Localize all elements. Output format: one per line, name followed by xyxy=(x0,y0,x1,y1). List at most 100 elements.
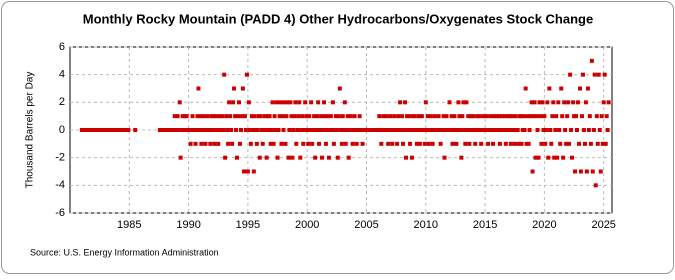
x-tick-label: 2000 xyxy=(295,219,319,231)
point xyxy=(509,128,514,132)
point xyxy=(494,114,499,119)
y-tick-label: 0 xyxy=(59,124,65,136)
point xyxy=(451,128,456,132)
point xyxy=(313,155,318,160)
point xyxy=(335,155,340,160)
point xyxy=(566,100,571,105)
point xyxy=(181,128,186,132)
point xyxy=(534,114,539,119)
point xyxy=(214,114,219,119)
point xyxy=(331,141,336,146)
point xyxy=(316,100,321,105)
point xyxy=(411,128,416,132)
point xyxy=(461,100,466,105)
point xyxy=(506,128,511,132)
point xyxy=(325,128,330,132)
point xyxy=(262,114,267,119)
point xyxy=(337,86,342,91)
point xyxy=(403,100,408,105)
point xyxy=(282,100,287,105)
point xyxy=(474,128,479,132)
point xyxy=(416,114,421,119)
point xyxy=(329,128,334,132)
x-tick-label: 1985 xyxy=(117,219,141,231)
point xyxy=(603,141,608,146)
point xyxy=(595,141,600,146)
point xyxy=(207,128,212,132)
point xyxy=(174,128,179,132)
frame xyxy=(1,1,674,274)
point xyxy=(251,169,256,174)
point xyxy=(519,141,524,146)
point xyxy=(581,128,586,132)
point xyxy=(309,100,314,105)
y-tick-label: -2 xyxy=(55,152,65,164)
x-tick-label: 2020 xyxy=(532,219,556,231)
point xyxy=(398,100,403,105)
point xyxy=(274,100,279,105)
point xyxy=(457,114,462,119)
point xyxy=(320,155,325,160)
y-axis-label: Thousand Barrels per Day xyxy=(25,72,36,189)
point xyxy=(357,114,362,119)
point xyxy=(234,155,239,160)
point xyxy=(484,114,489,119)
point xyxy=(571,100,576,105)
point xyxy=(552,155,557,160)
point xyxy=(604,114,609,119)
point xyxy=(587,114,592,119)
point xyxy=(473,141,478,146)
point xyxy=(589,58,594,63)
chart-title: Monthly Rocky Mountain (PADD 4) Other Hy… xyxy=(83,11,593,26)
point xyxy=(177,100,182,105)
point xyxy=(453,128,458,132)
point xyxy=(511,128,516,132)
point xyxy=(541,128,546,132)
x-tick-label: 1995 xyxy=(236,219,260,231)
point xyxy=(486,141,491,146)
point xyxy=(527,128,532,132)
point xyxy=(275,155,280,160)
point xyxy=(261,128,266,132)
point xyxy=(252,114,257,119)
y-tick-label: -4 xyxy=(55,179,65,191)
point xyxy=(223,155,228,160)
point xyxy=(270,100,275,105)
point xyxy=(449,114,454,119)
point xyxy=(390,141,395,146)
point xyxy=(575,128,580,132)
point xyxy=(586,128,591,132)
point xyxy=(518,114,523,119)
point xyxy=(269,128,274,132)
point xyxy=(212,141,217,146)
point xyxy=(436,114,441,119)
point xyxy=(554,114,559,119)
point xyxy=(409,155,414,160)
point xyxy=(468,128,473,132)
point xyxy=(266,128,271,132)
point xyxy=(292,114,297,119)
point xyxy=(489,128,494,132)
point xyxy=(260,141,265,146)
point xyxy=(306,141,311,146)
point xyxy=(479,141,484,146)
point xyxy=(593,183,598,188)
point xyxy=(280,114,285,119)
point xyxy=(247,128,252,132)
point xyxy=(219,128,224,132)
point xyxy=(296,114,301,119)
point xyxy=(343,141,348,146)
point xyxy=(193,141,198,146)
point xyxy=(276,128,281,132)
point xyxy=(418,128,423,132)
point xyxy=(580,72,585,77)
point xyxy=(447,100,452,105)
point xyxy=(384,114,389,119)
point xyxy=(230,141,235,146)
point xyxy=(222,72,227,77)
point xyxy=(507,114,512,119)
point xyxy=(532,100,537,105)
point xyxy=(605,128,610,132)
x-tick-label: 1990 xyxy=(176,219,200,231)
point xyxy=(417,141,422,146)
